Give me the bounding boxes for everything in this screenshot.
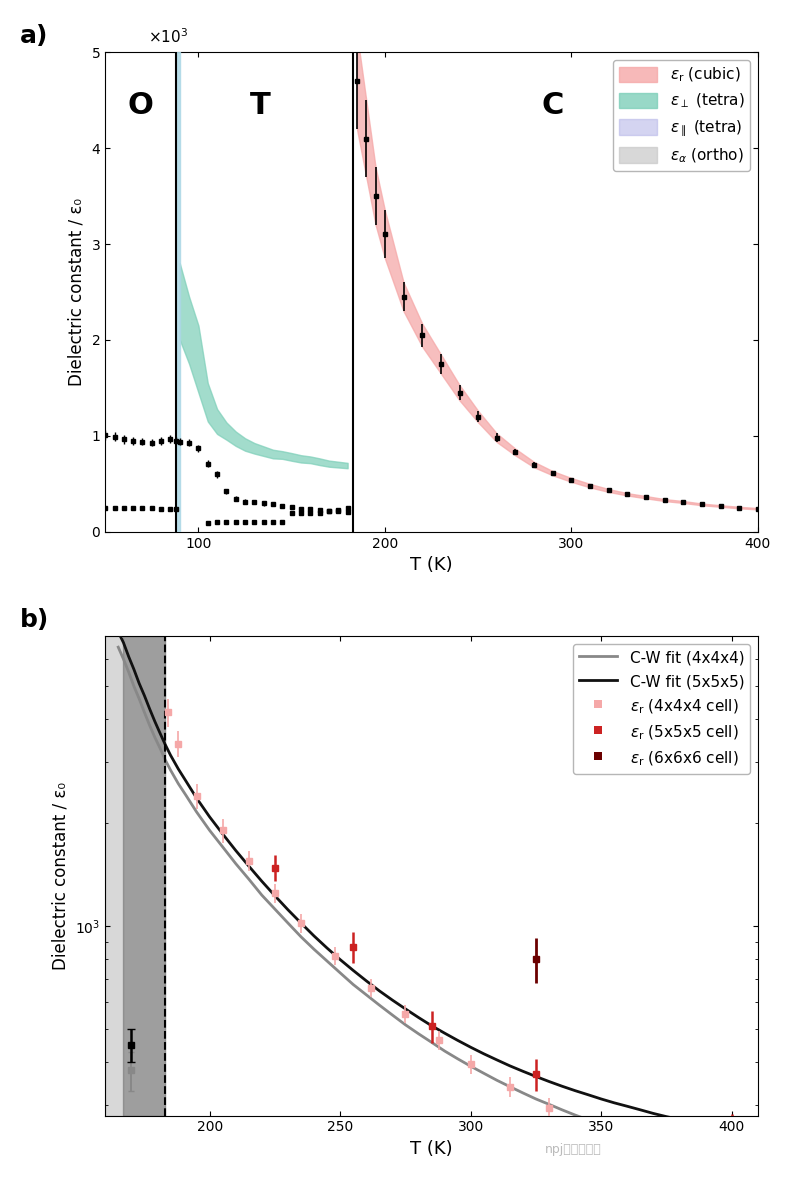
Bar (105, 636, 166, 1116)
Legend: C-W fit (4x4x4), C-W fit (5x5x5), $\varepsilon_\mathrm{r}$ (4x4x4 cell), $\varep: C-W fit (4x4x4), C-W fit (5x5x5), $\vare… (573, 644, 751, 774)
Legend: $\varepsilon_\mathrm{r}$ (cubic), $\varepsilon_\perp$ (tetra), $\varepsilon_\par: $\varepsilon_\mathrm{r}$ (cubic), $\vare… (613, 60, 751, 170)
Text: C: C (541, 91, 564, 119)
X-axis label: T (K): T (K) (410, 1140, 453, 1158)
Bar (123, 636, 166, 1116)
Text: O: O (127, 91, 154, 119)
Text: $\times 10^3$: $\times 10^3$ (147, 27, 188, 46)
Y-axis label: Dielectric constant / ε₀: Dielectric constant / ε₀ (68, 198, 86, 386)
Text: b): b) (21, 608, 49, 632)
Text: a): a) (21, 24, 49, 47)
Bar (176, 52, 180, 531)
Text: npj计算材料学: npj计算材料学 (544, 1144, 602, 1157)
X-axis label: T (K): T (K) (410, 556, 453, 574)
Text: T: T (250, 91, 271, 119)
Y-axis label: Dielectric constant / ε₀: Dielectric constant / ε₀ (52, 782, 69, 970)
